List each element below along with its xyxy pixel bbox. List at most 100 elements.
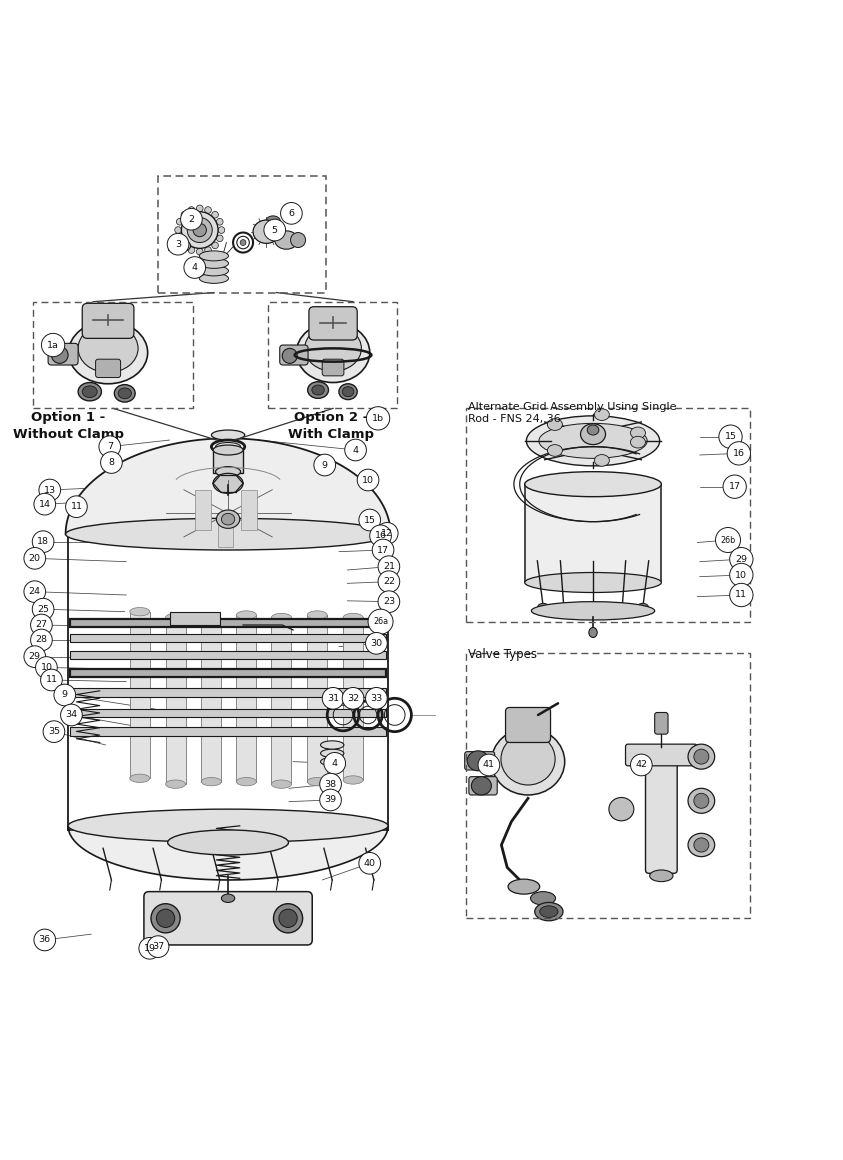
Ellipse shape bbox=[320, 741, 344, 749]
Ellipse shape bbox=[115, 385, 135, 403]
Bar bbox=[70, 709, 386, 718]
Circle shape bbox=[24, 581, 46, 602]
Circle shape bbox=[34, 929, 56, 951]
Circle shape bbox=[345, 440, 367, 461]
Ellipse shape bbox=[631, 427, 646, 438]
Text: 6: 6 bbox=[288, 209, 294, 218]
Ellipse shape bbox=[688, 745, 715, 769]
Ellipse shape bbox=[588, 603, 599, 611]
Circle shape bbox=[322, 688, 344, 709]
Bar bbox=[268, 302, 397, 408]
Ellipse shape bbox=[273, 904, 303, 933]
Text: 8: 8 bbox=[109, 458, 115, 467]
Text: 41: 41 bbox=[483, 761, 495, 769]
Ellipse shape bbox=[275, 231, 298, 249]
Text: 34: 34 bbox=[66, 710, 78, 719]
Text: Valve Types: Valve Types bbox=[468, 648, 537, 661]
Text: 27: 27 bbox=[35, 621, 47, 630]
Text: 1b: 1b bbox=[372, 414, 384, 423]
Text: 29: 29 bbox=[735, 554, 748, 564]
Ellipse shape bbox=[176, 218, 183, 225]
Text: 16: 16 bbox=[374, 531, 387, 541]
Ellipse shape bbox=[304, 326, 362, 371]
Ellipse shape bbox=[196, 248, 203, 255]
Ellipse shape bbox=[547, 419, 562, 430]
Circle shape bbox=[39, 479, 61, 501]
Bar bbox=[70, 651, 386, 659]
Circle shape bbox=[478, 754, 500, 776]
Ellipse shape bbox=[320, 749, 344, 757]
Circle shape bbox=[24, 646, 46, 667]
Ellipse shape bbox=[491, 728, 565, 795]
Circle shape bbox=[370, 525, 391, 546]
Polygon shape bbox=[66, 438, 390, 534]
Ellipse shape bbox=[508, 879, 540, 894]
Text: 22: 22 bbox=[383, 578, 395, 586]
Text: 9: 9 bbox=[322, 461, 328, 470]
Circle shape bbox=[24, 548, 46, 570]
Text: 11: 11 bbox=[735, 590, 748, 600]
Ellipse shape bbox=[68, 321, 148, 384]
Ellipse shape bbox=[547, 444, 562, 456]
Circle shape bbox=[367, 407, 389, 430]
Ellipse shape bbox=[130, 774, 150, 783]
Text: 15: 15 bbox=[363, 515, 376, 524]
Circle shape bbox=[723, 474, 746, 499]
Ellipse shape bbox=[279, 909, 298, 928]
Circle shape bbox=[35, 657, 57, 679]
Text: 20: 20 bbox=[29, 553, 40, 563]
FancyBboxPatch shape bbox=[144, 892, 312, 945]
Bar bbox=[165, 617, 185, 784]
Circle shape bbox=[32, 599, 54, 619]
Circle shape bbox=[366, 688, 387, 709]
Ellipse shape bbox=[558, 603, 570, 611]
Ellipse shape bbox=[78, 324, 138, 372]
Ellipse shape bbox=[222, 514, 234, 525]
Text: 5: 5 bbox=[271, 225, 277, 234]
Ellipse shape bbox=[168, 829, 288, 855]
FancyBboxPatch shape bbox=[464, 752, 495, 770]
Ellipse shape bbox=[524, 573, 662, 593]
Bar bbox=[524, 484, 662, 582]
Ellipse shape bbox=[694, 793, 709, 809]
Ellipse shape bbox=[205, 247, 212, 253]
Ellipse shape bbox=[240, 240, 246, 246]
Bar bbox=[70, 727, 386, 735]
Ellipse shape bbox=[271, 614, 292, 622]
Bar bbox=[213, 450, 243, 473]
Ellipse shape bbox=[181, 212, 218, 248]
Ellipse shape bbox=[66, 519, 390, 550]
Ellipse shape bbox=[471, 777, 491, 795]
Circle shape bbox=[66, 495, 88, 517]
Bar bbox=[307, 615, 327, 782]
Circle shape bbox=[730, 548, 753, 571]
Bar bbox=[169, 612, 220, 625]
Text: 18: 18 bbox=[37, 537, 49, 546]
Ellipse shape bbox=[631, 436, 646, 448]
Circle shape bbox=[324, 753, 346, 774]
Text: 25: 25 bbox=[37, 604, 49, 614]
Ellipse shape bbox=[538, 603, 549, 611]
Ellipse shape bbox=[213, 473, 243, 493]
Ellipse shape bbox=[212, 430, 244, 440]
Text: Option 1 -
Without Clamp: Option 1 - Without Clamp bbox=[13, 411, 124, 441]
Ellipse shape bbox=[594, 455, 609, 466]
Circle shape bbox=[357, 469, 379, 491]
Bar bbox=[130, 611, 150, 778]
Circle shape bbox=[359, 509, 380, 531]
Ellipse shape bbox=[650, 870, 673, 882]
Ellipse shape bbox=[212, 211, 218, 218]
Text: 7: 7 bbox=[107, 442, 113, 451]
Text: 19: 19 bbox=[144, 944, 156, 952]
Text: 36: 36 bbox=[39, 935, 51, 944]
Text: 35: 35 bbox=[48, 727, 60, 737]
Circle shape bbox=[34, 493, 56, 515]
Ellipse shape bbox=[196, 205, 203, 212]
Ellipse shape bbox=[175, 226, 181, 233]
FancyBboxPatch shape bbox=[626, 745, 697, 766]
Ellipse shape bbox=[531, 602, 655, 619]
Ellipse shape bbox=[199, 266, 228, 276]
Circle shape bbox=[728, 442, 750, 465]
Text: 4: 4 bbox=[332, 759, 338, 768]
Ellipse shape bbox=[539, 423, 647, 458]
